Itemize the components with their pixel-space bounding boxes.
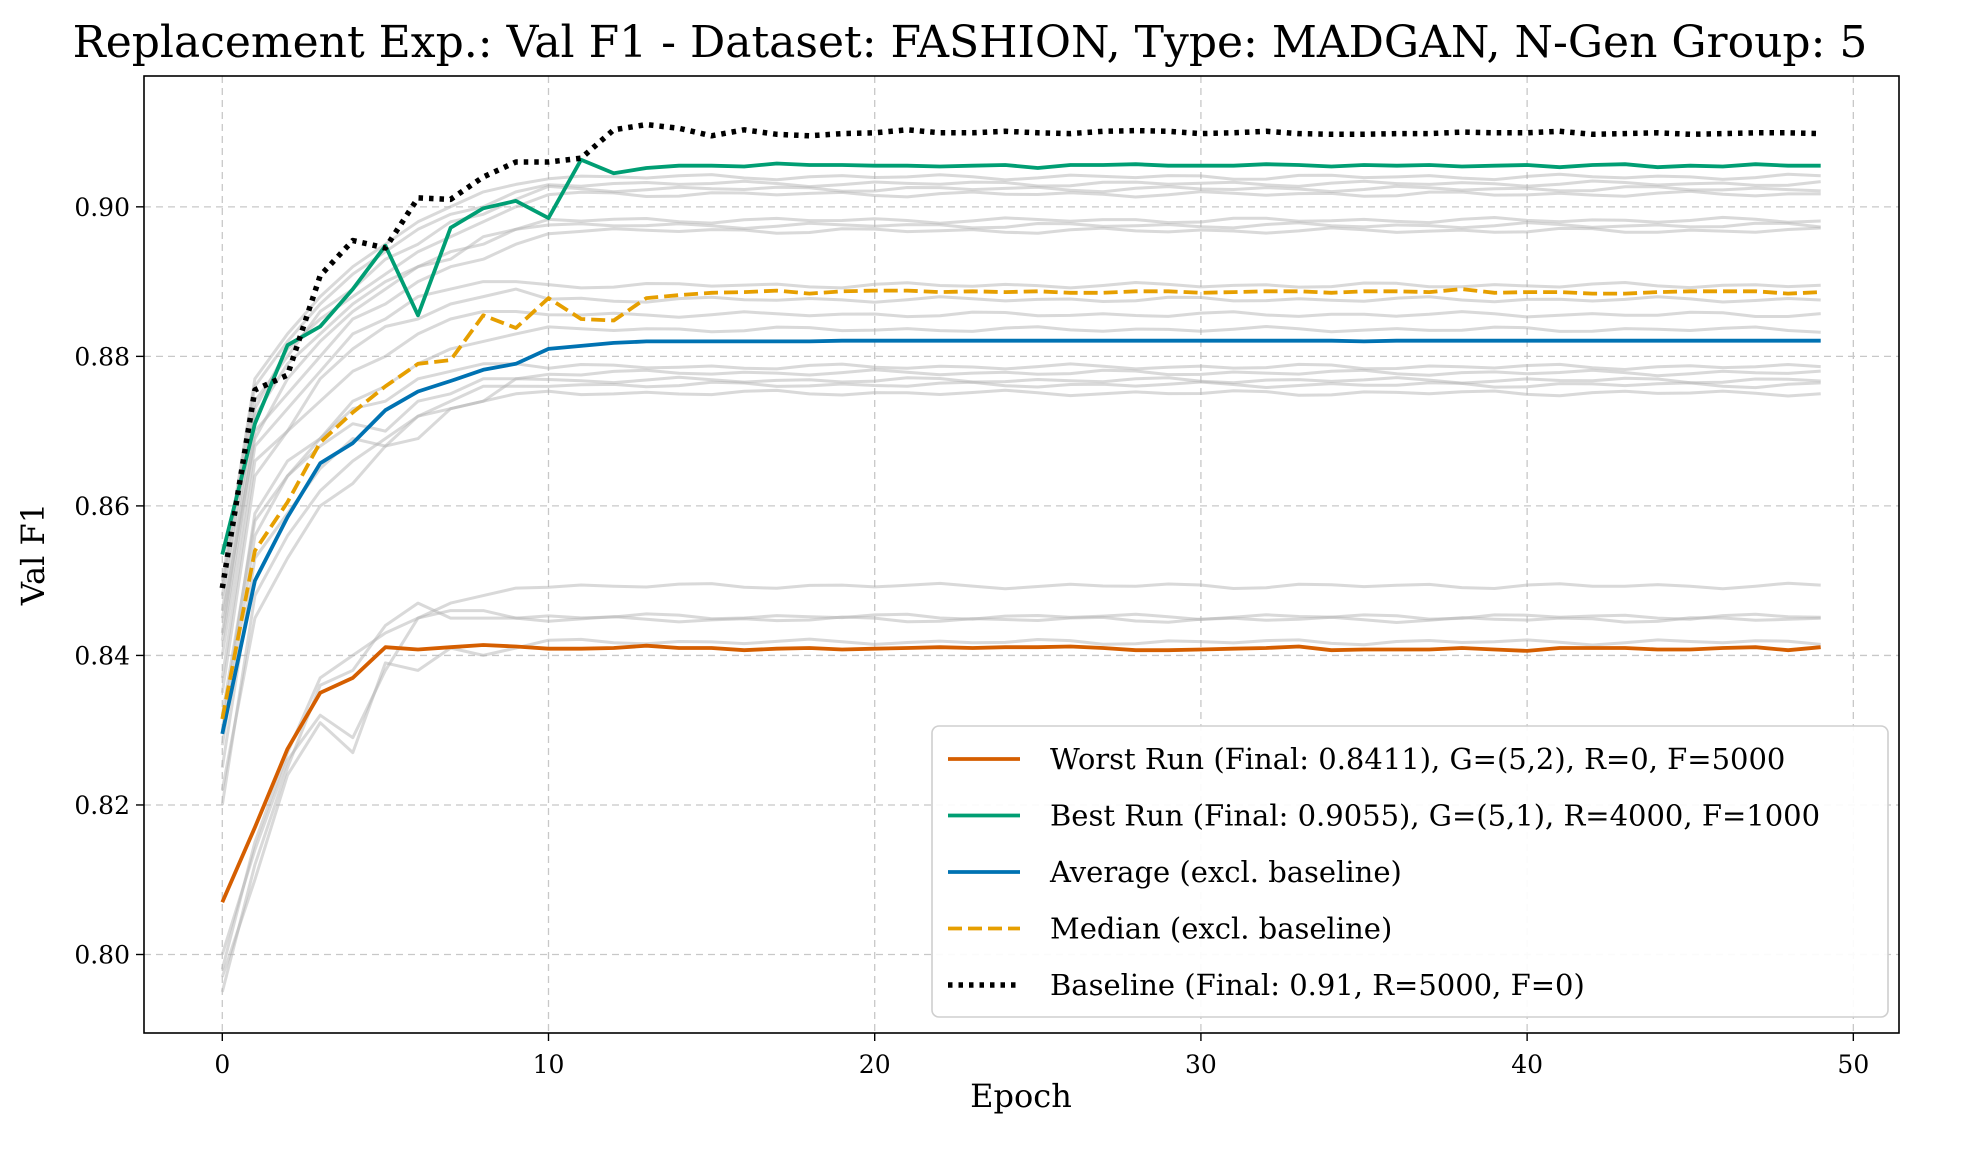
- background-run-line: [220, 184, 1821, 596]
- series-line-best-run: [220, 157, 1821, 555]
- x-tick-label: 20: [859, 1050, 891, 1079]
- background-run-line: [220, 179, 1821, 589]
- background-run-line: [220, 287, 1821, 679]
- y-tick-label: 0.90: [74, 193, 130, 222]
- y-tick-label: 0.88: [74, 342, 130, 371]
- x-tick-label: 50: [1837, 1050, 1869, 1079]
- background-run-line: [220, 189, 1821, 611]
- background-runs: [220, 172, 1821, 993]
- background-run-line: [220, 581, 1821, 955]
- background-run-line: [220, 221, 1821, 619]
- background-run-line: [220, 601, 1821, 993]
- y-tick-label: 0.86: [74, 492, 130, 521]
- legend-label-baseline: Baseline (Final: 0.91, R=5000, F=0): [1050, 968, 1585, 1002]
- x-tick-label: 30: [1185, 1050, 1217, 1079]
- chart-title: Replacement Exp.: Val F1 - Dataset: FASH…: [73, 17, 1868, 68]
- plot-area-frame: [143, 75, 1900, 1034]
- x-tick-label: 40: [1511, 1050, 1543, 1079]
- background-run-line: [220, 172, 1821, 581]
- series-line-baseline: [219, 121, 1821, 589]
- y-tick-label: 0.80: [74, 940, 130, 969]
- series-lines: [219, 121, 1821, 903]
- background-run-line: [220, 388, 1821, 806]
- x-tick-label: 0: [214, 1050, 230, 1079]
- series-line-worst-run: [220, 643, 1821, 903]
- legend: Worst Run (Final: 0.8411), G=(5,2), R=0,…: [931, 725, 1889, 1018]
- series-line-median: [220, 287, 1821, 720]
- background-run-line: [220, 325, 1821, 716]
- background-run-line: [220, 362, 1821, 731]
- legend-label-best-run: Best Run (Final: 0.9055), G=(5,1), R=400…: [1050, 799, 1820, 833]
- y-axis-label: Val F1: [14, 503, 52, 606]
- series-line-average: [220, 338, 1821, 735]
- background-run-line: [220, 637, 1821, 978]
- x-axis-label: Epoch: [970, 1077, 1072, 1115]
- legend-box: [931, 725, 1889, 1018]
- y-tick-label: 0.82: [74, 791, 130, 820]
- background-run-line: [220, 375, 1821, 791]
- background-run-line: [220, 226, 1821, 641]
- x-tick-label: 10: [533, 1050, 565, 1079]
- legend-label-median: Median (excl. baseline): [1050, 912, 1392, 946]
- legend-label-average: Average (excl. baseline): [1049, 855, 1402, 889]
- axis-ticks: 0 10 20 30 40 50 0.80 0.82 0.84 0.86 0.88 0.90: [74, 193, 1869, 1079]
- legend-label-worst-run: Worst Run (Final: 0.8411), G=(5,2), R=0,…: [1050, 742, 1785, 776]
- background-run-line: [220, 310, 1821, 694]
- background-run-line: [220, 280, 1821, 656]
- background-run-line: [220, 215, 1821, 634]
- background-run-line: [220, 368, 1821, 746]
- y-tick-label: 0.84: [74, 641, 130, 670]
- background-run-line: [220, 380, 1821, 768]
